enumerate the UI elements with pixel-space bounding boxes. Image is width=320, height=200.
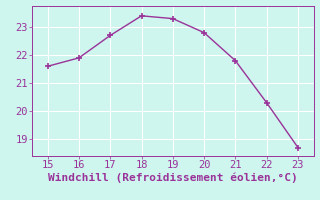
X-axis label: Windchill (Refroidissement éolien,°C): Windchill (Refroidissement éolien,°C) (48, 173, 298, 183)
